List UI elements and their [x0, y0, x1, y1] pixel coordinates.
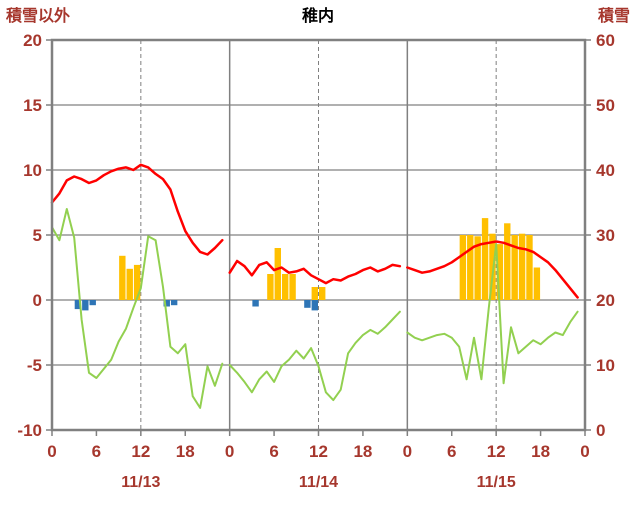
left-axis-header: 積雪以外	[5, 6, 70, 25]
right-tick-label: 60	[596, 31, 615, 50]
right-tick-label: 40	[596, 161, 615, 180]
red-line	[50, 163, 579, 299]
date-label: 11/14	[299, 474, 338, 491]
hour-tick-label: 6	[269, 442, 278, 461]
hour-tick-label: 18	[353, 442, 372, 461]
hour-tick-label: 0	[403, 442, 412, 461]
left-tick-label: 0	[33, 291, 42, 310]
orange-bars	[119, 218, 541, 300]
date-label: 11/13	[121, 474, 160, 491]
hour-tick-label: 0	[225, 442, 234, 461]
hour-tick-label: 12	[309, 442, 328, 461]
right-axis-header: 積雪	[597, 6, 630, 25]
hour-tick-label: 6	[447, 442, 456, 461]
right-tick-label: 20	[596, 291, 615, 310]
left-tick-label: -10	[17, 421, 42, 440]
axis-ticks	[46, 39, 591, 436]
hour-tick-label: 12	[131, 442, 150, 461]
left-tick-label: 20	[23, 31, 42, 50]
left-tick-label: 5	[33, 226, 42, 245]
date-label: 11/15	[477, 474, 516, 491]
chart-title: 稚内	[302, 6, 334, 25]
left-tick-label: 15	[23, 96, 42, 115]
right-tick-label: 10	[596, 356, 615, 375]
hour-tick-label: 0	[580, 442, 589, 461]
hour-tick-label: 0	[47, 442, 56, 461]
right-tick-label: 0	[596, 421, 605, 440]
hour-tick-label: 18	[176, 442, 195, 461]
green-line	[51, 208, 579, 409]
left-tick-label: 10	[23, 161, 42, 180]
hour-tick-label: 6	[92, 442, 101, 461]
hour-tick-label: 12	[487, 442, 506, 461]
left-tick-label: -5	[27, 356, 42, 375]
right-tick-label: 30	[596, 226, 615, 245]
hour-tick-label: 18	[531, 442, 550, 461]
right-tick-label: 50	[596, 96, 615, 115]
blue-bars	[74, 300, 318, 311]
